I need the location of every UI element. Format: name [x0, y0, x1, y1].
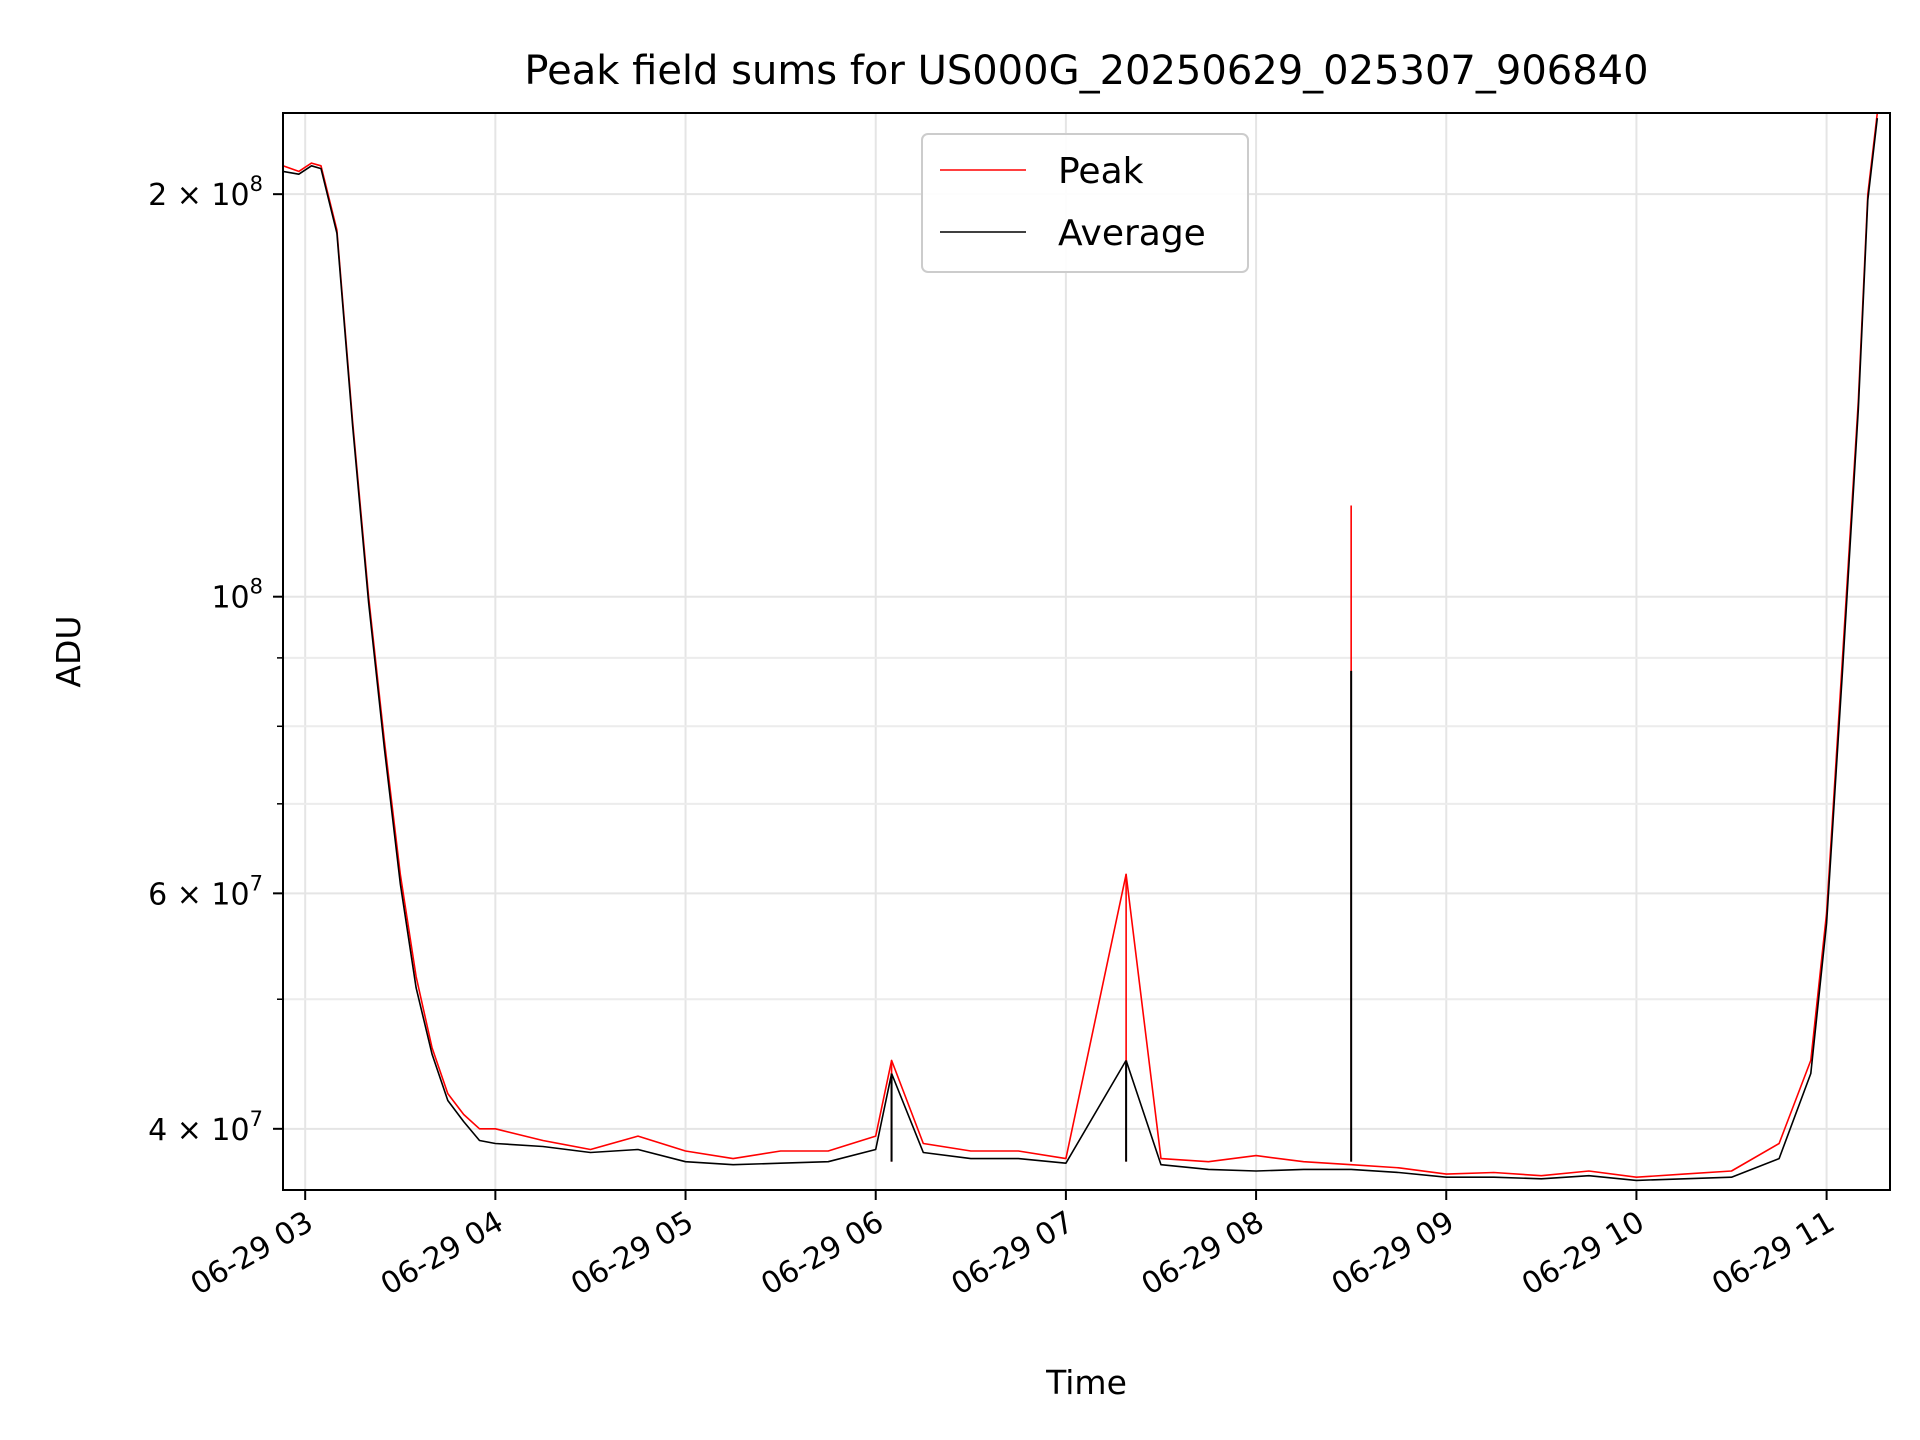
series-group: [283, 113, 1879, 1182]
y-axis-title: ADU: [49, 615, 88, 687]
series-layer: [283, 113, 1879, 1182]
y-tick-label: 6 × 107: [148, 871, 263, 912]
legend-box: [921, 133, 1249, 273]
y-tick-label: 108: [211, 575, 263, 616]
chart-title: Peak field sums for US000G_20250629_0253…: [524, 48, 1648, 94]
legend: Peak Average: [921, 133, 1249, 273]
series-line-average: [283, 118, 1879, 1182]
y-tick-label: 4 × 107: [148, 1107, 263, 1148]
x-axis-title: Time: [1045, 1363, 1127, 1402]
y-tick-label: 2 × 108: [148, 172, 263, 213]
legend-label-peak: Peak: [1058, 151, 1144, 192]
plot-frame: [282, 112, 1891, 1191]
series-line-peak: [283, 113, 1879, 1178]
legend-label-average: Average: [1058, 213, 1206, 254]
